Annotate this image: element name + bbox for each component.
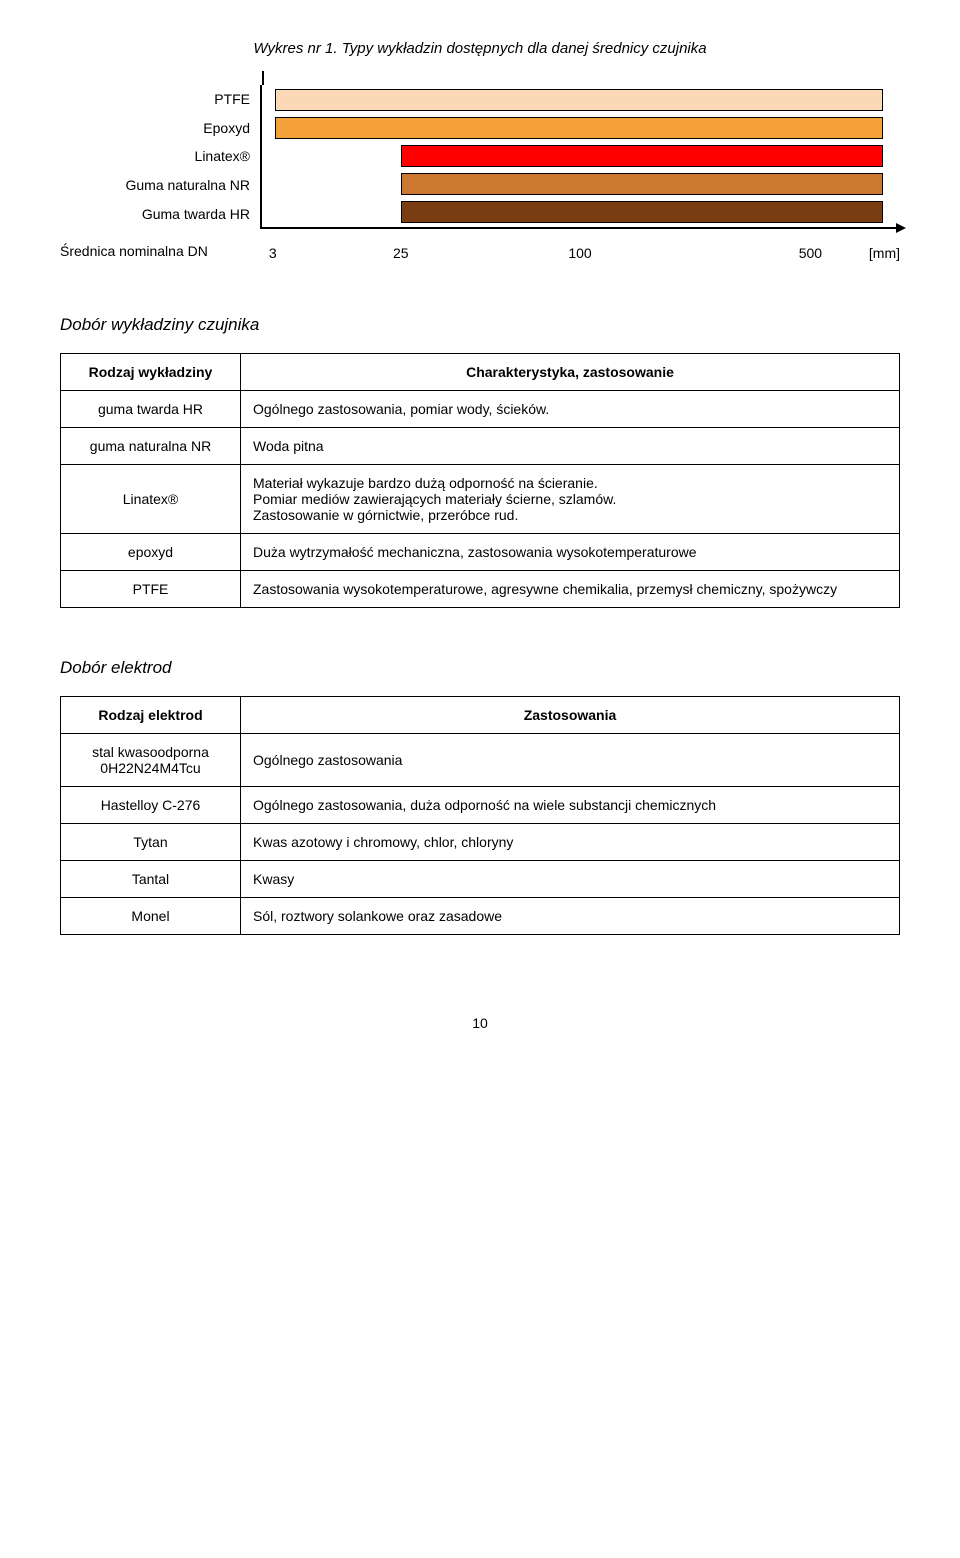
x-axis-unit: [mm]: [869, 245, 900, 261]
table-cell-desc: Duża wytrzymałość mechaniczna, zastosowa…: [241, 534, 900, 571]
table-header: Zastosowania: [241, 697, 900, 734]
table-header: Charakterystyka, zastosowanie: [241, 354, 900, 391]
chart-bar-label: Epoxyd: [60, 117, 250, 140]
table-row: stal kwasoodporna 0H22N24M4TcuOgólnego z…: [61, 734, 900, 787]
section-heading-electrodes: Dobór elektrod: [60, 658, 900, 678]
electrode-table: Rodzaj elektrod Zastosowania stal kwasoo…: [60, 696, 900, 935]
chart-bar: [401, 173, 883, 195]
x-axis-label: Średnica nominalna DN: [60, 243, 260, 265]
table-cell-type: guma naturalna NR: [61, 428, 241, 465]
chart-bar-label: Guma twarda HR: [60, 203, 250, 226]
table-cell-type: Linatex®: [61, 465, 241, 534]
table-cell-desc: Sól, roztwory solankowe oraz zasadowe: [241, 898, 900, 935]
chart-bar-label: Guma naturalna NR: [60, 174, 250, 197]
table-header: Rodzaj elektrod: [61, 697, 241, 734]
table-cell-type: Tantal: [61, 861, 241, 898]
table-row: Hastelloy C-276Ogólnego zastosowania, du…: [61, 787, 900, 824]
table-cell-type: Tytan: [61, 824, 241, 861]
table-cell-desc: Woda pitna: [241, 428, 900, 465]
liner-table: Rodzaj wykładziny Charakterystyka, zasto…: [60, 353, 900, 608]
table-header-row: Rodzaj wykładziny Charakterystyka, zasto…: [61, 354, 900, 391]
table-cell-type: Monel: [61, 898, 241, 935]
x-tick-label: 3: [269, 245, 277, 261]
x-axis-ticks: [mm] 3 25 100 500: [260, 243, 900, 265]
table-row: TytanKwas azotowy i chromowy, chlor, chl…: [61, 824, 900, 861]
chart-area: PTFE Epoxyd Linatex® Guma naturalna NR Guma …: [60, 85, 900, 229]
x-tick-label: 500: [799, 245, 822, 261]
chart-y-labels: PTFE Epoxyd Linatex® Guma naturalna NR Guma …: [60, 85, 260, 229]
table-cell-desc: Materiał wykazuje bardzo dużą odporność …: [241, 465, 900, 534]
chart-plot: [260, 85, 900, 229]
x-tick-label: 25: [393, 245, 409, 261]
table-row: TantalKwasy: [61, 861, 900, 898]
table-cell-desc: Ogólnego zastosowania: [241, 734, 900, 787]
table-cell-type: stal kwasoodporna 0H22N24M4Tcu: [61, 734, 241, 787]
chart-bar: [401, 201, 883, 223]
table-cell-type: epoxyd: [61, 534, 241, 571]
page-number: 10: [60, 1015, 900, 1031]
table-header-row: Rodzaj elektrod Zastosowania: [61, 697, 900, 734]
table-cell-desc: Kwas azotowy i chromowy, chlor, chloryny: [241, 824, 900, 861]
table-cell-type: guma twarda HR: [61, 391, 241, 428]
table-row: MonelSól, roztwory solankowe oraz zasado…: [61, 898, 900, 935]
table-row: guma naturalna NRWoda pitna: [61, 428, 900, 465]
table-cell-type: PTFE: [61, 571, 241, 608]
table-row: Linatex®Materiał wykazuje bardzo dużą od…: [61, 465, 900, 534]
table-cell-desc: Kwasy: [241, 861, 900, 898]
table-header: Rodzaj wykładziny: [61, 354, 241, 391]
chart-x-axis: Średnica nominalna DN [mm] 3 25 100 500: [60, 243, 900, 265]
table-cell-type: Hastelloy C-276: [61, 787, 241, 824]
chart-title: Wykres nr 1. Typy wykładzin dostępnych d…: [60, 40, 900, 57]
table-row: epoxydDuża wytrzymałość mechaniczna, zas…: [61, 534, 900, 571]
table-cell-desc: Ogólnego zastosowania, pomiar wody, ście…: [241, 391, 900, 428]
table-row: guma twarda HROgólnego zastosowania, pom…: [61, 391, 900, 428]
section-heading-liner: Dobór wykładziny czujnika: [60, 315, 900, 335]
table-cell-desc: Zastosowania wysokotemperaturowe, agresy…: [241, 571, 900, 608]
chart-bar: [275, 89, 884, 111]
x-axis-arrow-icon: [896, 223, 906, 233]
chart-bar-label: Linatex®: [60, 145, 250, 168]
table-row: PTFEZastosowania wysokotemperaturowe, ag…: [61, 571, 900, 608]
axis-extension: [262, 71, 264, 85]
table-cell-desc: Ogólnego zastosowania, duża odporność na…: [241, 787, 900, 824]
chart-bar: [401, 145, 883, 167]
x-tick-label: 100: [568, 245, 591, 261]
chart-bar-label: PTFE: [60, 88, 250, 111]
chart-bar: [275, 117, 884, 139]
